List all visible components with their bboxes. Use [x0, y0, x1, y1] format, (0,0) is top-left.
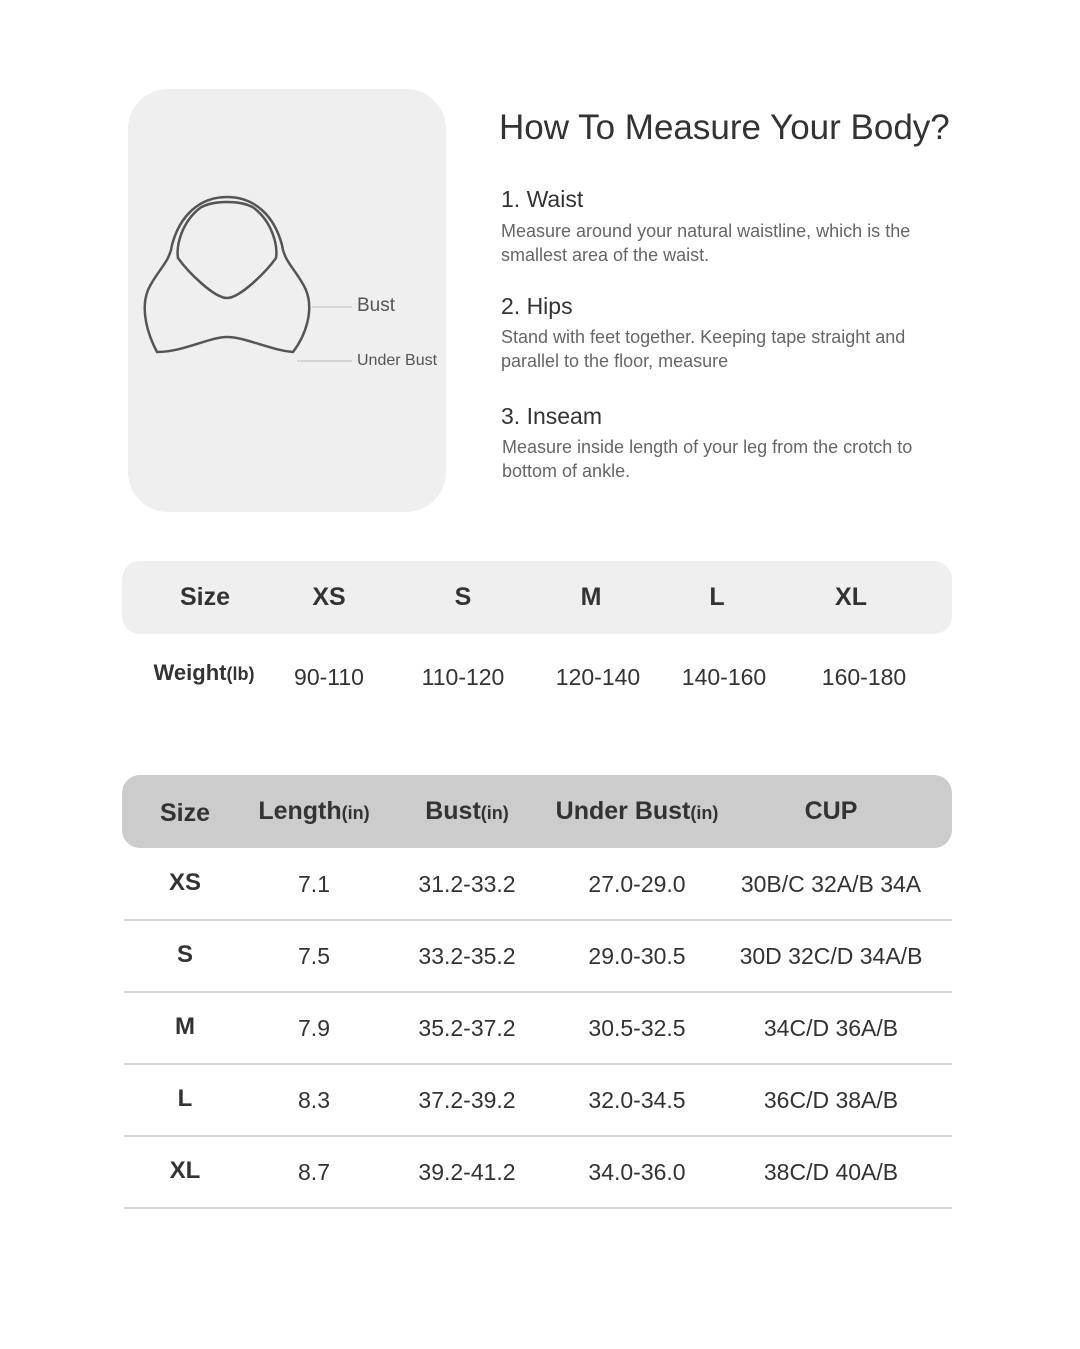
size-row-label: XS [168, 869, 202, 896]
weight-value-cell: 110-120 [421, 664, 505, 690]
weight-header-cell: XL [835, 583, 867, 611]
size-table-cell: 30.5-32.5 [588, 1015, 686, 1041]
diagram-card [128, 89, 446, 512]
size-table-cell: 8.7 [298, 1159, 330, 1185]
header-label: Under Bust [555, 797, 691, 825]
size-header-cell: Under Bust(in) [556, 797, 719, 826]
size-table-cell: 36C/D 38A/B [763, 1087, 899, 1113]
size-table-cell: 30B/C 32A/B 34A [740, 871, 922, 897]
size-table-cell: 35.2-37.2 [418, 1015, 516, 1041]
header-unit: (in) [341, 803, 370, 823]
weight-table-header [122, 561, 952, 634]
size-row-label: XL [169, 1157, 201, 1184]
weight-row-label: Weight(lb) [154, 660, 255, 686]
size-table-cell: 30D 32C/D 34A/B [739, 943, 923, 969]
step-hips-desc: Stand with feet together. Keeping tape s… [501, 327, 906, 371]
size-header-cell: CUP [805, 797, 858, 826]
weight-header-cell: XS [312, 583, 346, 611]
size-table-cell: 7.1 [298, 871, 330, 897]
header-unit: (in) [480, 803, 509, 823]
weight-unit: (lb) [226, 664, 255, 684]
step-waist-title: 1. Waist [501, 186, 584, 212]
weight-value-cell: 160-180 [821, 664, 907, 690]
bra-outline-icon [143, 195, 352, 362]
size-table-cell: 37.2-39.2 [418, 1087, 516, 1113]
size-table-cell: 27.0-29.0 [588, 871, 686, 897]
weight-value-cell: 140-160 [681, 664, 767, 690]
row-divider [124, 919, 952, 921]
size-table-cell: 39.2-41.2 [418, 1159, 516, 1185]
header-label: Bust [425, 797, 481, 825]
weight-value-cell: 90-110 [294, 664, 364, 690]
guide-title: How To Measure Your Body? [499, 108, 950, 147]
weight-label: Weight [153, 660, 227, 685]
size-row-label: M [175, 1013, 195, 1040]
size-table-cell: 33.2-35.2 [418, 943, 516, 969]
step-hips-title: 2. Hips [501, 293, 573, 319]
under-bust-label: Under Bust [357, 352, 438, 369]
size-row-label: S [176, 941, 194, 968]
size-table-cell: 38C/D 40A/B [763, 1159, 899, 1185]
size-table-cell: 34.0-36.0 [588, 1159, 686, 1185]
row-divider [124, 1063, 952, 1065]
weight-header-cell: L [709, 583, 725, 611]
header-unit: (in) [690, 803, 719, 823]
bust-label: Bust [357, 295, 396, 316]
row-divider [124, 1207, 952, 1209]
size-header-cell: Length(in) [258, 797, 369, 826]
size-table-cell: 31.2-33.2 [418, 871, 516, 897]
row-divider [124, 991, 952, 993]
step-inseam-desc: Measure inside length of your leg from t… [502, 437, 913, 481]
step-inseam-title: 3. Inseam [501, 403, 602, 429]
size-table-header [122, 775, 952, 848]
size-header-cell: Bust(in) [425, 797, 509, 826]
header-label: Length [258, 797, 342, 825]
header-label: CUP [804, 797, 858, 825]
size-table-cell: 34C/D 36A/B [763, 1015, 899, 1041]
size-table-cell: 8.3 [298, 1087, 330, 1113]
size-table-cell: 7.9 [298, 1015, 330, 1041]
size-table-cell: 32.0-34.5 [588, 1087, 686, 1113]
row-divider [124, 1135, 952, 1137]
weight-header-cell: Size [179, 583, 231, 611]
size-header-cell: Size [160, 799, 210, 828]
weight-header-cell: M [580, 583, 602, 611]
weight-value-cell: 120-140 [555, 664, 641, 690]
size-row-label: L [177, 1085, 193, 1112]
header-label: Size [159, 799, 211, 827]
weight-header-cell: S [454, 583, 472, 611]
size-table-cell: 29.0-30.5 [588, 943, 686, 969]
size-table-cell: 7.5 [298, 943, 330, 969]
step-waist-desc: Measure around your natural waistline, w… [501, 221, 911, 265]
